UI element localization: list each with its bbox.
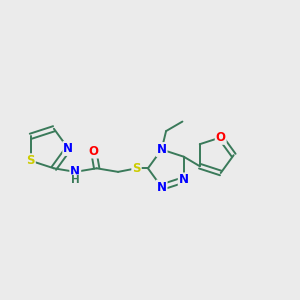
Text: S: S <box>26 154 35 167</box>
Text: N: N <box>70 165 80 178</box>
Text: N: N <box>63 142 73 155</box>
Text: O: O <box>216 131 226 144</box>
Text: N: N <box>157 181 166 194</box>
Text: O: O <box>89 145 99 158</box>
Text: N: N <box>179 173 189 186</box>
Text: S: S <box>132 162 141 175</box>
Text: N: N <box>157 143 166 156</box>
Text: H: H <box>71 175 80 185</box>
